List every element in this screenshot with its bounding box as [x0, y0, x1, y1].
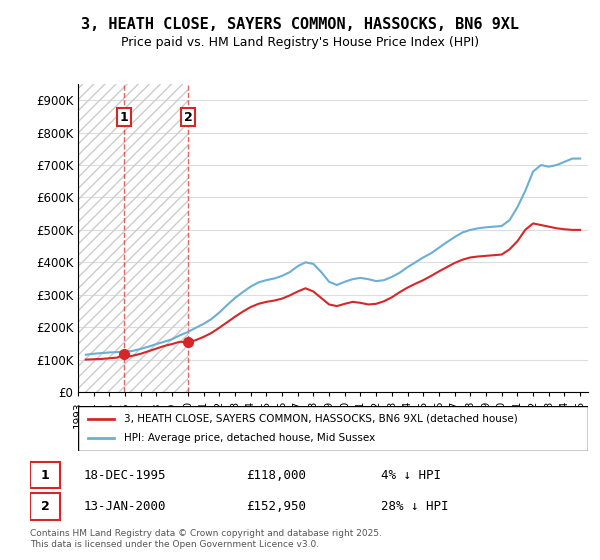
Bar: [124, 84, 188, 392]
Text: 2: 2: [41, 500, 49, 513]
Text: 4% ↓ HPI: 4% ↓ HPI: [381, 469, 441, 482]
Bar: [78, 84, 124, 392]
FancyBboxPatch shape: [30, 462, 60, 488]
Text: 13-JAN-2000: 13-JAN-2000: [84, 500, 167, 513]
FancyBboxPatch shape: [30, 493, 60, 520]
Text: 28% ↓ HPI: 28% ↓ HPI: [381, 500, 449, 513]
Text: 1: 1: [41, 469, 49, 482]
Text: 3, HEATH CLOSE, SAYERS COMMON, HASSOCKS, BN6 9XL: 3, HEATH CLOSE, SAYERS COMMON, HASSOCKS,…: [81, 17, 519, 32]
Text: £152,950: £152,950: [246, 500, 306, 513]
Text: £118,000: £118,000: [246, 469, 306, 482]
Text: Contains HM Land Registry data © Crown copyright and database right 2025.
This d: Contains HM Land Registry data © Crown c…: [30, 529, 382, 549]
Text: 1: 1: [120, 111, 128, 124]
Text: 18-DEC-1995: 18-DEC-1995: [84, 469, 167, 482]
Text: Price paid vs. HM Land Registry's House Price Index (HPI): Price paid vs. HM Land Registry's House …: [121, 36, 479, 49]
Text: HPI: Average price, detached house, Mid Sussex: HPI: Average price, detached house, Mid …: [124, 433, 375, 444]
Bar: [124, 84, 188, 392]
Text: 2: 2: [184, 111, 193, 124]
FancyBboxPatch shape: [78, 406, 588, 451]
Text: 3, HEATH CLOSE, SAYERS COMMON, HASSOCKS, BN6 9XL (detached house): 3, HEATH CLOSE, SAYERS COMMON, HASSOCKS,…: [124, 413, 518, 423]
Bar: [78, 84, 124, 392]
